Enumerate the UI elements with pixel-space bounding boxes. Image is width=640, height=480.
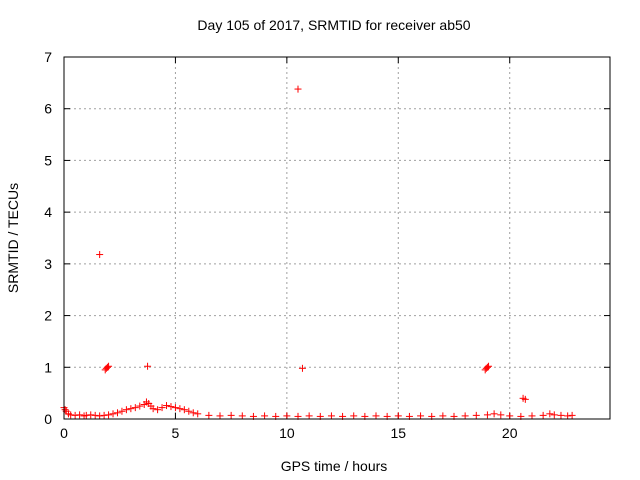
data-point: [163, 402, 171, 410]
data-point: [497, 411, 505, 419]
data-point: [100, 411, 108, 419]
data-point: [149, 405, 157, 413]
data-point: [521, 395, 529, 403]
data-point: [167, 403, 175, 411]
data-point: [176, 405, 184, 413]
data-point: [472, 411, 480, 419]
data-point: [205, 411, 213, 419]
y-tick-label: 1: [44, 359, 52, 375]
data-point: [96, 412, 104, 420]
y-tick-label: 6: [44, 101, 52, 117]
data-point: [539, 411, 547, 419]
data-point: [417, 412, 425, 420]
data-points: [60, 85, 576, 420]
x-tick-label: 10: [279, 425, 295, 441]
data-point: [185, 407, 193, 415]
x-tick-label: 0: [60, 425, 68, 441]
chart-title: Day 105 of 2017, SRMTID for receiver ab5…: [197, 17, 470, 33]
data-point: [67, 411, 75, 419]
y-tick-label: 5: [44, 152, 52, 168]
plot-frame: [63, 56, 611, 420]
data-point: [96, 251, 104, 259]
data-point: [194, 410, 202, 418]
y-tick-label: 3: [44, 256, 52, 272]
y-tick-label: 7: [44, 49, 52, 65]
data-point: [261, 412, 269, 420]
data-point: [82, 411, 90, 419]
data-point: [439, 412, 447, 420]
data-point: [105, 411, 113, 419]
data-point: [550, 411, 558, 419]
data-point: [158, 404, 166, 412]
x-tick-label: 15: [390, 425, 406, 441]
y-tick-label: 0: [44, 411, 52, 427]
data-point: [305, 412, 313, 420]
data-point: [490, 410, 498, 418]
data-point: [506, 412, 514, 420]
data-point: [127, 405, 135, 413]
x-tick-label: 5: [172, 425, 180, 441]
data-point: [91, 411, 99, 419]
data-point: [568, 411, 576, 419]
data-point: [283, 412, 291, 420]
data-point: [394, 412, 402, 420]
data-point: [372, 412, 380, 420]
data-point: [105, 362, 113, 370]
data-point: [483, 363, 491, 371]
y-tick-label: 4: [44, 204, 52, 220]
data-point: [189, 409, 197, 417]
data-point: [485, 362, 493, 370]
axes: 0 5 10 15 20 0 1 2 3 4 5 6 7: [44, 49, 610, 441]
data-point: [294, 85, 302, 93]
data-point: [238, 412, 246, 420]
data-point: [227, 411, 235, 419]
y-axis-label: SRMTID / TECUs: [5, 183, 21, 293]
data-point: [350, 412, 358, 420]
data-point: [87, 411, 95, 419]
data-point: [131, 404, 139, 412]
data-point: [557, 411, 565, 419]
data-point: [103, 363, 111, 371]
data-point: [546, 410, 554, 418]
data-point: [564, 412, 572, 420]
data-point: [61, 406, 69, 414]
y-tick-label: 2: [44, 308, 52, 324]
data-point: [327, 412, 335, 420]
data-point: [122, 406, 130, 414]
data-point: [113, 409, 121, 417]
x-tick-label: 20: [502, 425, 518, 441]
data-point: [71, 411, 79, 419]
data-point: [144, 362, 152, 370]
data-point: [180, 406, 188, 414]
data-point: [528, 412, 536, 420]
data-point: [461, 412, 469, 420]
data-point: [298, 364, 306, 372]
data-point: [118, 407, 126, 415]
data-point: [76, 411, 84, 419]
data-point: [483, 411, 491, 419]
data-point: [216, 412, 224, 420]
data-point: [136, 402, 144, 410]
data-point: [171, 404, 179, 412]
data-point: [109, 410, 117, 418]
data-point: [154, 406, 162, 414]
x-axis-label: GPS time / hours: [281, 458, 388, 474]
grid-lines: [64, 57, 610, 419]
